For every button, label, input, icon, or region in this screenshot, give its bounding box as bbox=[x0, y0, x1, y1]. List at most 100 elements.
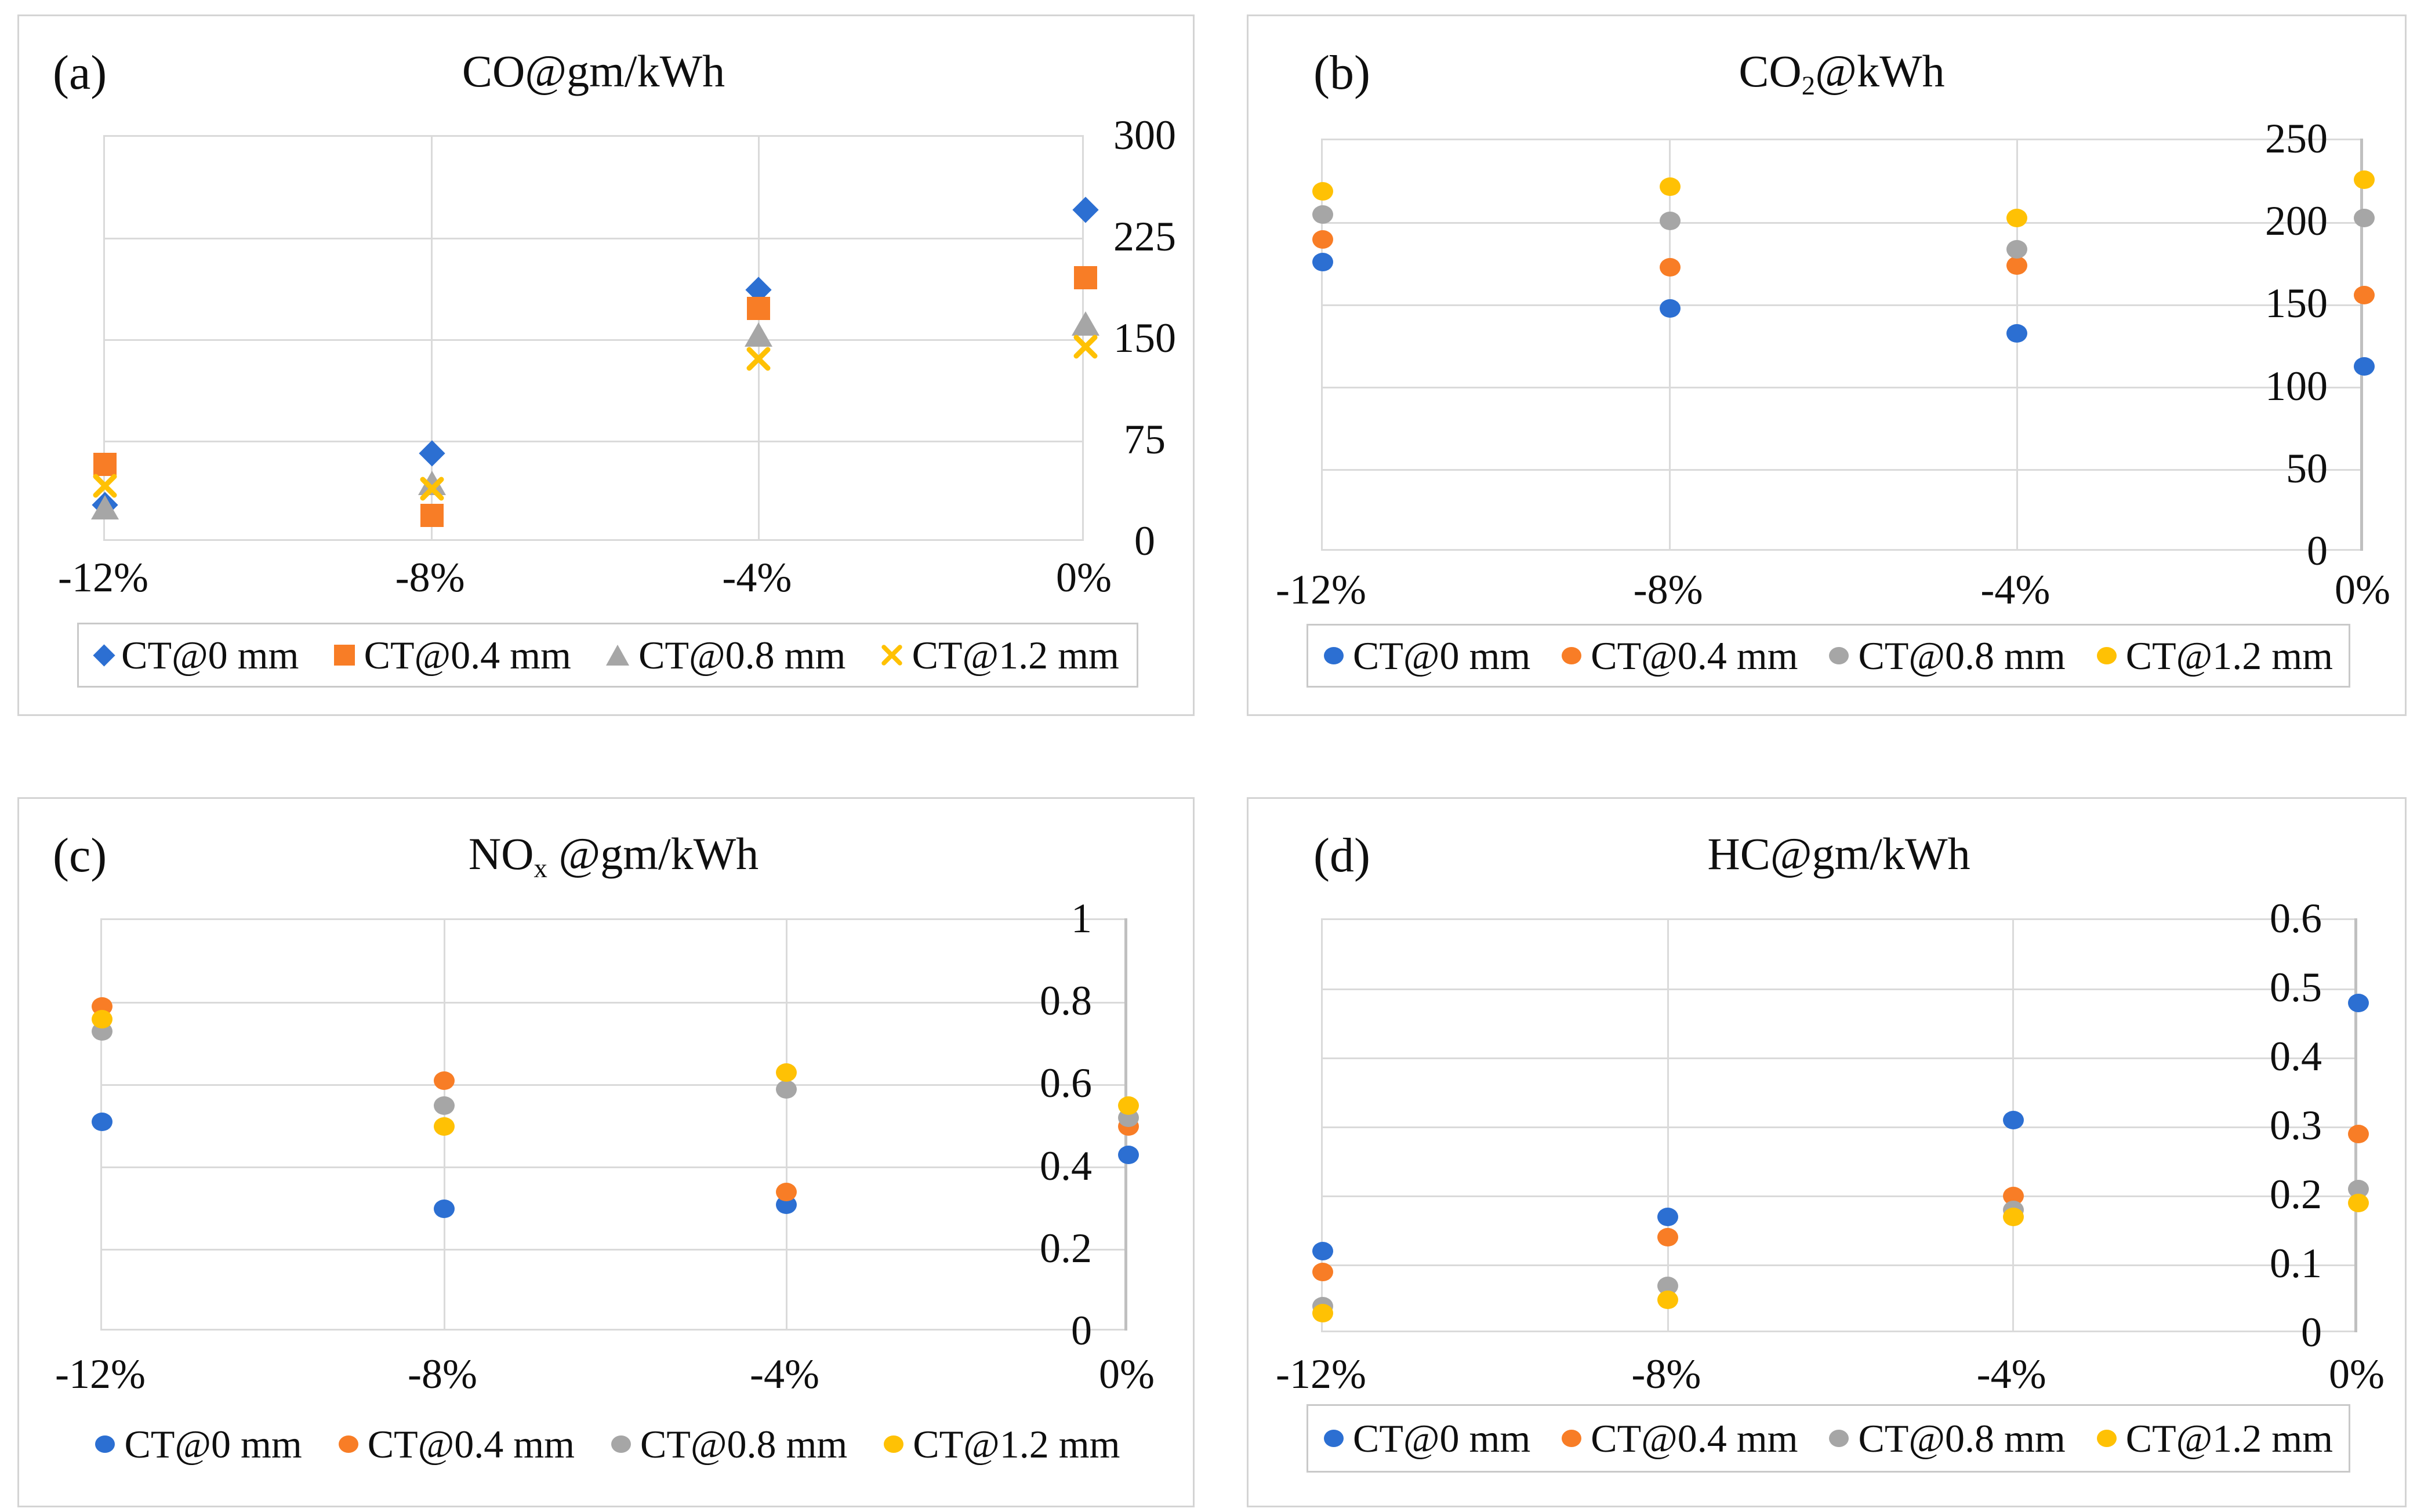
data-point bbox=[1659, 177, 1681, 196]
circle-marker-icon bbox=[1312, 253, 1333, 272]
panel-label: (b) bbox=[1313, 46, 1370, 100]
legend-item-label: CT@1.2 mm bbox=[2125, 634, 2333, 678]
chart-title-text: HC@gm/kWh bbox=[1707, 828, 1970, 879]
circle-marker-icon bbox=[434, 1096, 455, 1115]
gridline-horizontal bbox=[1323, 1126, 2355, 1128]
circle-marker-icon bbox=[2354, 357, 2375, 376]
circle-marker-icon bbox=[1657, 1290, 1679, 1309]
data-point bbox=[434, 1199, 455, 1218]
data-point bbox=[1657, 1290, 1679, 1309]
y-tick-label: 150 bbox=[2265, 280, 2328, 327]
legend-item-label: CT@0.4 mm bbox=[367, 1422, 575, 1466]
gridline-horizontal bbox=[102, 1084, 1125, 1086]
circle-marker-icon bbox=[1659, 299, 1681, 318]
circle-marker-icon bbox=[2354, 170, 2375, 190]
x-tick-label: -12% bbox=[1276, 1351, 1366, 1397]
triangle-marker-icon bbox=[1072, 311, 1099, 336]
data-point bbox=[91, 495, 119, 520]
legend-item-label: CT@0.8 mm bbox=[638, 633, 846, 677]
data-point bbox=[1312, 205, 1333, 224]
gridline-horizontal bbox=[1323, 469, 2361, 471]
x-tick-label: -8% bbox=[1631, 1351, 1701, 1397]
data-point bbox=[420, 504, 444, 528]
gridline-horizontal bbox=[105, 237, 1082, 239]
y-tick-label: 150 bbox=[1113, 315, 1176, 361]
y-tick-label: 300 bbox=[1113, 112, 1176, 158]
data-point bbox=[1118, 1146, 1139, 1165]
square-marker-icon bbox=[333, 645, 355, 666]
legend-item-label: CT@0.4 mm bbox=[1591, 634, 1798, 678]
y-tick-label: 0.3 bbox=[2270, 1102, 2322, 1148]
gridline-vertical bbox=[785, 920, 787, 1329]
y-tick-label: 1 bbox=[1071, 895, 1092, 942]
data-point bbox=[434, 1117, 455, 1136]
chart-title-subscript: x bbox=[534, 853, 547, 884]
x-tick-label: -4% bbox=[1976, 1351, 2046, 1397]
circle-marker-icon bbox=[1829, 1430, 1849, 1447]
circle-marker-icon bbox=[2096, 1430, 2117, 1447]
chart-title: CO2@kWh bbox=[1321, 46, 2362, 101]
chart-title: NOx @gm/kWh bbox=[100, 829, 1127, 884]
circle-marker-icon bbox=[776, 1063, 797, 1082]
circle-marker-icon bbox=[1657, 1207, 1679, 1226]
panel-label: (c) bbox=[53, 828, 107, 882]
legend-item-label: CT@0.8 mm bbox=[1858, 634, 2066, 678]
circle-marker-icon bbox=[776, 1183, 797, 1202]
data-point bbox=[1073, 334, 1098, 359]
x-tick-label: -4% bbox=[750, 1351, 819, 1397]
data-point bbox=[1074, 266, 1097, 289]
circle-marker-icon bbox=[1829, 647, 1849, 664]
legend-item: CT@0 mm bbox=[95, 1424, 302, 1464]
data-point bbox=[1312, 1304, 1333, 1323]
circle-marker-icon bbox=[2354, 208, 2375, 227]
gridline-horizontal bbox=[1323, 1264, 2355, 1266]
circle-marker-icon bbox=[1118, 1096, 1139, 1115]
circle-marker-icon bbox=[434, 1117, 455, 1136]
legend-item-label: CT@1.2 mm bbox=[912, 633, 1119, 677]
circle-marker-icon bbox=[1657, 1228, 1679, 1247]
gridline-horizontal bbox=[1323, 988, 2355, 990]
data-point bbox=[419, 440, 445, 467]
data-point bbox=[2348, 1193, 2369, 1212]
data-point bbox=[1312, 230, 1333, 249]
chart-title-subscript: 2 bbox=[1801, 71, 1816, 101]
x-tick-label: 0% bbox=[1099, 1351, 1155, 1397]
y-tick-label: 0.2 bbox=[2270, 1171, 2322, 1217]
legend-item: CT@0.8 mm bbox=[1829, 1419, 2066, 1458]
x-tick-label: 0% bbox=[2335, 566, 2390, 613]
x-tick-label: -12% bbox=[55, 1351, 146, 1397]
data-point bbox=[2006, 256, 2028, 275]
legend: CT@0 mm CT@0.4 mm CT@0.8 mm CT@1.2 mm bbox=[1307, 1404, 2350, 1473]
diamond-marker-icon bbox=[1072, 197, 1099, 223]
data-point bbox=[2354, 286, 2375, 305]
data-point bbox=[745, 277, 772, 303]
chart-title-text: @gm/kWh bbox=[547, 828, 759, 879]
gridline-horizontal bbox=[1323, 387, 2361, 389]
legend-item: CT@1.2 mm bbox=[2096, 1416, 2333, 1460]
y-axis-line bbox=[2360, 139, 2363, 551]
legend-item: CT@0 mm bbox=[1323, 1419, 1530, 1458]
circle-marker-icon bbox=[1312, 230, 1333, 249]
circle-marker-icon bbox=[1323, 1430, 1344, 1447]
circle-marker-icon bbox=[2348, 1193, 2369, 1212]
legend-item-label: CT@1.2 mm bbox=[2125, 1416, 2333, 1460]
y-tick-label: 0 bbox=[2301, 1309, 2322, 1355]
circle-marker-icon bbox=[1312, 182, 1333, 201]
data-point bbox=[1657, 1207, 1679, 1226]
data-point bbox=[419, 476, 445, 501]
chart-title-text: CO bbox=[1739, 46, 1802, 96]
gridline-vertical bbox=[2016, 140, 2018, 549]
x-tick-label: -12% bbox=[1276, 566, 1366, 613]
data-point bbox=[1659, 212, 1681, 231]
circle-marker-icon bbox=[92, 1113, 112, 1132]
data-point bbox=[1657, 1228, 1679, 1247]
data-point bbox=[1312, 1242, 1333, 1261]
y-tick-label: 250 bbox=[2265, 115, 2328, 162]
legend-item: CT@0 mm bbox=[93, 635, 299, 675]
data-point bbox=[2354, 208, 2375, 227]
panel-label: (d) bbox=[1313, 828, 1370, 882]
circle-marker-icon bbox=[1659, 177, 1681, 196]
circle-marker-icon bbox=[2002, 1111, 2024, 1130]
legend-item: CT@0.4 mm bbox=[338, 1422, 575, 1466]
y-tick-label: 0.6 bbox=[1040, 1060, 1092, 1107]
